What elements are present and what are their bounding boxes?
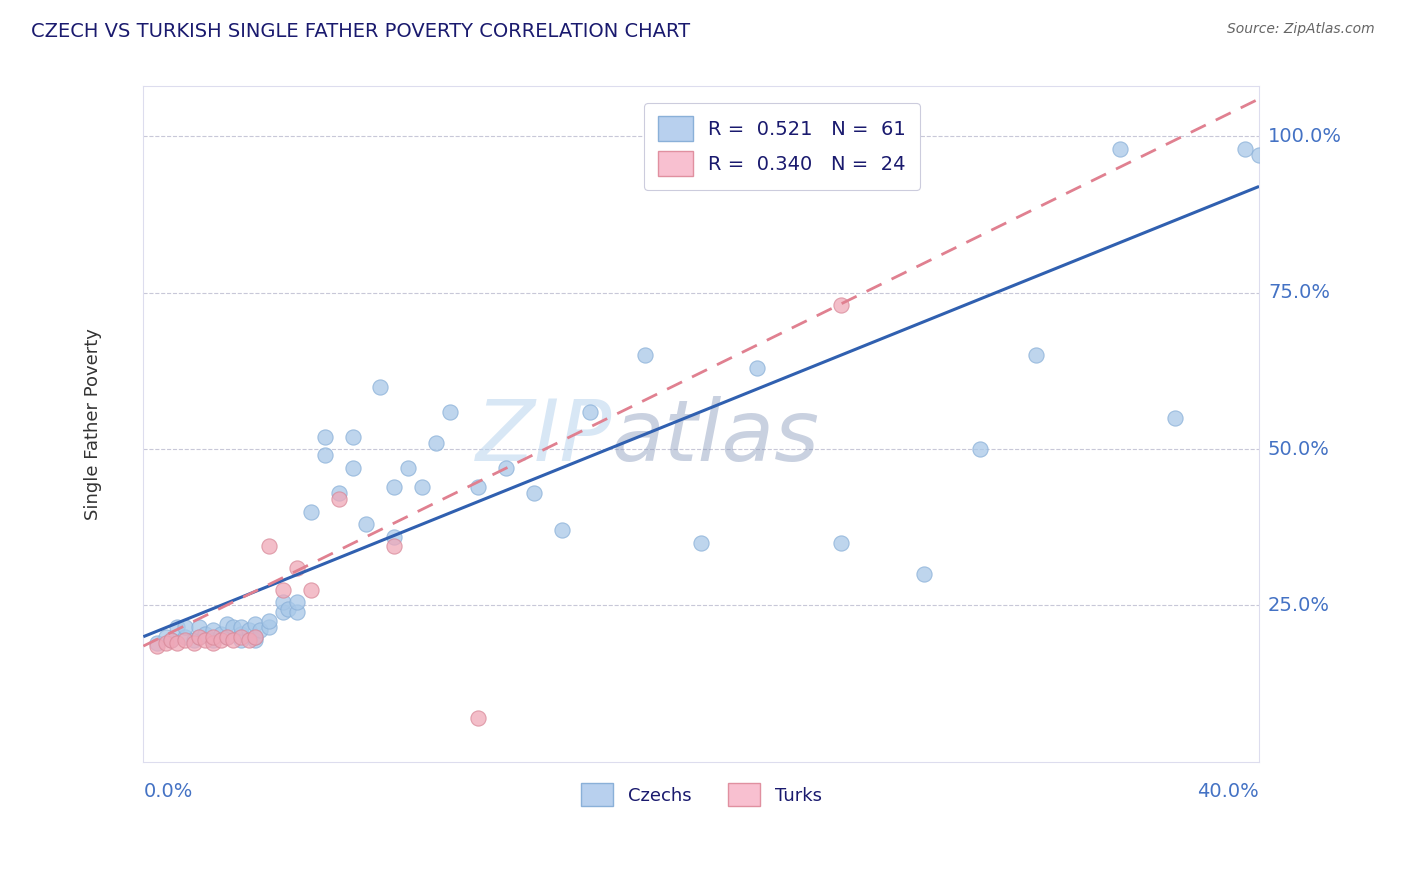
Point [912, 567, 935, 582]
Point [249, 624, 271, 638]
Point [257, 539, 280, 553]
Point [271, 605, 294, 619]
Point [382, 539, 405, 553]
Point [439, 404, 461, 418]
Text: 0.0%: 0.0% [143, 782, 193, 801]
Point [314, 429, 336, 443]
Text: atlas: atlas [612, 396, 820, 479]
Point [146, 636, 169, 650]
Point [194, 626, 217, 640]
Point [202, 630, 225, 644]
Point [155, 630, 177, 644]
Point [221, 632, 243, 647]
Point [174, 632, 197, 647]
Point [1247, 148, 1270, 162]
Point [188, 630, 211, 644]
Point [382, 530, 405, 544]
Point [285, 605, 308, 619]
Point [202, 636, 225, 650]
Point [1234, 142, 1257, 156]
Point [314, 448, 336, 462]
Text: 50.0%: 50.0% [1268, 440, 1330, 458]
Point [229, 632, 252, 647]
Point [243, 630, 266, 644]
Point [188, 620, 211, 634]
Point [969, 442, 991, 456]
Point [634, 348, 657, 362]
Text: Source: ZipAtlas.com: Source: ZipAtlas.com [1227, 22, 1375, 37]
Point [523, 486, 546, 500]
Text: 75.0%: 75.0% [1268, 284, 1330, 302]
Text: ZIP: ZIP [475, 396, 612, 479]
Point [183, 636, 205, 650]
Text: 25.0%: 25.0% [1268, 596, 1330, 615]
Point [578, 404, 600, 418]
Point [243, 632, 266, 647]
Point [1025, 348, 1047, 362]
Point [243, 630, 266, 644]
Point [328, 492, 350, 507]
Point [160, 632, 183, 647]
Point [830, 536, 852, 550]
Point [188, 630, 211, 644]
Point [745, 360, 768, 375]
Point [221, 620, 243, 634]
Point [209, 626, 232, 640]
Point [551, 524, 574, 538]
Point [299, 505, 322, 519]
Point [271, 595, 294, 609]
Text: Single Father Poverty: Single Father Poverty [84, 328, 103, 520]
Point [160, 632, 183, 647]
Point [370, 379, 392, 393]
Point [215, 617, 238, 632]
Point [690, 536, 713, 550]
Point [411, 480, 433, 494]
Point [356, 517, 378, 532]
Point [215, 630, 238, 644]
Point [328, 486, 350, 500]
Point [202, 632, 225, 647]
Point [342, 460, 364, 475]
Point [229, 626, 252, 640]
Point [382, 480, 405, 494]
Point [257, 614, 280, 628]
Point [467, 711, 489, 725]
Point [342, 429, 364, 443]
Point [146, 639, 169, 653]
Text: 100.0%: 100.0% [1268, 127, 1341, 146]
Point [209, 632, 232, 647]
Point [299, 582, 322, 597]
Point [215, 630, 238, 644]
Point [285, 595, 308, 609]
Point [243, 617, 266, 632]
Point [238, 624, 260, 638]
Point [229, 630, 252, 644]
Point [285, 561, 308, 575]
Point [166, 620, 188, 634]
Point [174, 630, 197, 644]
Point [425, 435, 447, 450]
Point [183, 632, 205, 647]
Text: CZECH VS TURKISH SINGLE FATHER POVERTY CORRELATION CHART: CZECH VS TURKISH SINGLE FATHER POVERTY C… [31, 22, 690, 41]
Legend: Czechs, Turks: Czechs, Turks [574, 776, 828, 814]
Point [166, 636, 188, 650]
Point [155, 636, 177, 650]
Point [174, 620, 197, 634]
Point [238, 632, 260, 647]
Point [194, 632, 217, 647]
Point [396, 460, 419, 475]
Point [467, 480, 489, 494]
Point [1164, 410, 1187, 425]
Point [257, 620, 280, 634]
Point [495, 460, 517, 475]
Point [271, 582, 294, 597]
Point [202, 624, 225, 638]
Point [277, 601, 299, 615]
Point [1108, 142, 1130, 156]
Point [830, 298, 852, 312]
Point [229, 620, 252, 634]
Text: 40.0%: 40.0% [1198, 782, 1258, 801]
